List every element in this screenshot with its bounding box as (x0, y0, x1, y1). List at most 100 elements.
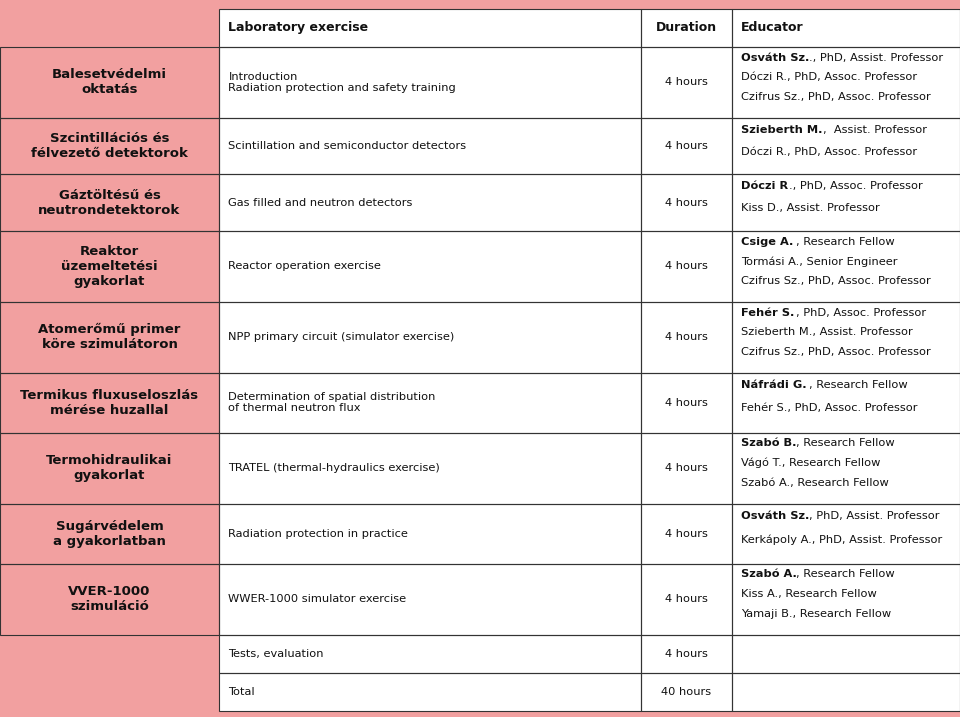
Text: 4 hours: 4 hours (665, 261, 708, 271)
Bar (732, 432, 960, 503)
Text: Szieberth M.: Szieberth M. (741, 125, 823, 135)
Text: Total: Total (228, 687, 255, 697)
Text: Kiss D., Assist. Professor: Kiss D., Assist. Professor (741, 203, 880, 213)
Bar (219, 9, 641, 47)
Bar (641, 302, 732, 373)
Bar (732, 432, 960, 503)
Bar (732, 118, 960, 174)
Bar (732, 564, 960, 635)
Text: Osváth Sz.: Osváth Sz. (741, 53, 809, 63)
Text: Termohidraulikai
gyakorlat: Termohidraulikai gyakorlat (46, 454, 173, 482)
Text: Kerkápoly A., PhD, Assist. Professor: Kerkápoly A., PhD, Assist. Professor (741, 534, 943, 545)
Text: 4 hours: 4 hours (665, 398, 708, 408)
Bar (219, 174, 641, 231)
Bar (0, 174, 219, 231)
Bar (219, 47, 641, 118)
Bar (0, 231, 219, 302)
Bar (219, 118, 641, 174)
Text: Csige A.: Csige A. (741, 237, 794, 247)
Bar (732, 564, 960, 635)
Text: 4 hours: 4 hours (665, 77, 708, 87)
Text: Kiss A., Research Fellow: Kiss A., Research Fellow (741, 589, 876, 599)
Bar (732, 673, 960, 711)
Bar (641, 673, 732, 711)
Text: Radiation protection in practice: Radiation protection in practice (228, 528, 408, 538)
Text: Tests, evaluation: Tests, evaluation (228, 649, 324, 659)
Text: Reactor operation exercise: Reactor operation exercise (228, 261, 381, 271)
Bar (641, 231, 732, 302)
Bar (219, 231, 641, 302)
Bar (641, 635, 732, 673)
Bar (732, 9, 960, 47)
Text: Czifrus Sz., PhD, Assoc. Professor: Czifrus Sz., PhD, Assoc. Professor (741, 347, 931, 357)
Bar (219, 432, 641, 503)
Text: Duration: Duration (656, 22, 717, 34)
Text: Szieberth M., Assist. Professor: Szieberth M., Assist. Professor (741, 327, 913, 337)
Bar (219, 9, 641, 47)
Text: ., PhD, Assist. Professor: ., PhD, Assist. Professor (809, 53, 944, 63)
Bar (732, 635, 960, 673)
Text: WWER-1000 simulator exercise: WWER-1000 simulator exercise (228, 594, 407, 604)
Text: ,  Assist. Professor: , Assist. Professor (823, 125, 927, 135)
Bar (0, 47, 219, 118)
Bar (732, 635, 960, 673)
Text: Termikus fluxuseloszlás
mérése huzallal: Termikus fluxuseloszlás mérése huzallal (20, 389, 199, 417)
Bar (641, 564, 732, 635)
Bar (0, 302, 219, 373)
Bar (732, 174, 960, 231)
Bar (641, 432, 732, 503)
Bar (219, 635, 641, 673)
Text: , Research Fellow: , Research Fellow (796, 569, 895, 579)
Bar (641, 118, 732, 174)
Bar (732, 673, 960, 711)
Bar (0, 564, 219, 635)
Text: Osváth Sz.: Osváth Sz. (741, 511, 809, 521)
Text: Szabó B.: Szabó B. (741, 439, 797, 449)
Text: Dóczi R., PhD, Assoc. Professor: Dóczi R., PhD, Assoc. Professor (741, 72, 917, 82)
Bar (641, 564, 732, 635)
Bar (219, 302, 641, 373)
Text: , PhD, Assist. Professor: , PhD, Assist. Professor (809, 511, 940, 521)
Bar (219, 635, 641, 673)
Text: Scintillation and semiconductor detectors: Scintillation and semiconductor detector… (228, 141, 467, 151)
Text: 4 hours: 4 hours (665, 594, 708, 604)
Text: Reaktor
üzemeltetési
gyakorlat: Reaktor üzemeltetési gyakorlat (61, 244, 157, 288)
Bar (641, 174, 732, 231)
Bar (732, 9, 960, 47)
Text: , PhD, Assoc. Professor: , PhD, Assoc. Professor (796, 308, 925, 318)
Bar (0, 373, 219, 432)
Text: Sugárvédelem
a gyakorlatban: Sugárvédelem a gyakorlatban (53, 520, 166, 548)
Bar (219, 564, 641, 635)
Bar (641, 302, 732, 373)
Bar (219, 673, 641, 711)
Bar (732, 503, 960, 564)
Bar (0, 373, 219, 432)
Text: Náfrádi G.: Náfrádi G. (741, 380, 806, 390)
Bar (0, 302, 219, 373)
Bar (641, 673, 732, 711)
Bar (0, 9, 219, 47)
Bar (732, 373, 960, 432)
Bar (641, 9, 732, 47)
Text: Balesetvédelmi
oktatás: Balesetvédelmi oktatás (52, 68, 167, 96)
Text: Czifrus Sz., PhD, Assoc. Professor: Czifrus Sz., PhD, Assoc. Professor (741, 276, 931, 286)
Bar (0, 564, 219, 635)
Text: 4 hours: 4 hours (665, 528, 708, 538)
Bar (641, 373, 732, 432)
Text: 4 hours: 4 hours (665, 141, 708, 151)
Text: Szabó A.: Szabó A. (741, 569, 797, 579)
Bar (732, 302, 960, 373)
Text: Yamaji B., Research Fellow: Yamaji B., Research Fellow (741, 609, 891, 619)
Bar (0, 118, 219, 174)
Bar (0, 231, 219, 302)
Bar (641, 231, 732, 302)
Bar (641, 174, 732, 231)
Text: 40 hours: 40 hours (661, 687, 711, 697)
Bar (219, 47, 641, 118)
Text: NPP primary circuit (simulator exercise): NPP primary circuit (simulator exercise) (228, 332, 455, 342)
Text: Czifrus Sz., PhD, Assoc. Professor: Czifrus Sz., PhD, Assoc. Professor (741, 92, 931, 103)
Bar (219, 302, 641, 373)
Bar (219, 503, 641, 564)
Bar (641, 47, 732, 118)
Bar (732, 47, 960, 118)
